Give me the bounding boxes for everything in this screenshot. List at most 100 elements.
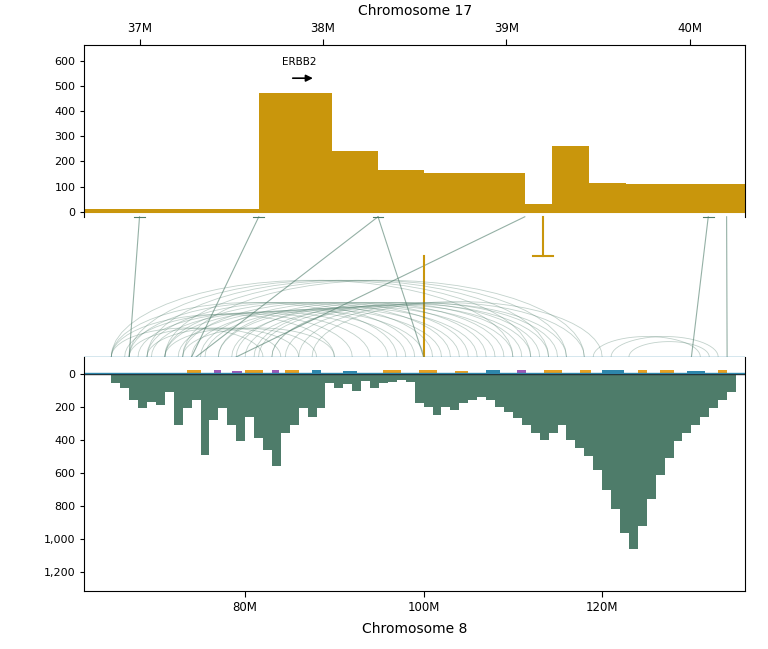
Bar: [259, 93, 332, 212]
Bar: [138, 374, 147, 408]
Text: Chromosome 8: Chromosome 8: [362, 622, 468, 636]
Bar: [589, 183, 626, 212]
Bar: [548, 374, 558, 433]
Bar: [424, 173, 525, 212]
Bar: [84, 209, 259, 212]
Bar: [531, 374, 540, 433]
Bar: [674, 374, 683, 441]
Bar: [486, 374, 495, 400]
Bar: [174, 374, 183, 425]
Bar: [629, 374, 638, 549]
Bar: [353, 374, 361, 391]
Bar: [272, 374, 281, 467]
Bar: [432, 374, 442, 415]
Bar: [513, 374, 521, 418]
Bar: [660, 370, 674, 373]
Bar: [210, 374, 218, 420]
Bar: [326, 374, 334, 383]
Bar: [687, 371, 705, 373]
Bar: [552, 146, 589, 212]
Bar: [312, 370, 321, 373]
Bar: [602, 370, 624, 373]
Bar: [647, 374, 656, 500]
Bar: [316, 374, 326, 408]
Bar: [450, 374, 459, 410]
Bar: [504, 374, 513, 411]
Bar: [455, 371, 468, 373]
Bar: [285, 370, 299, 373]
Bar: [388, 374, 397, 382]
Bar: [710, 374, 718, 408]
Text: ERBB2: ERBB2: [282, 57, 316, 67]
Bar: [424, 374, 432, 407]
Bar: [183, 374, 191, 408]
Bar: [486, 370, 499, 373]
Bar: [459, 374, 468, 403]
Bar: [620, 374, 629, 533]
Bar: [580, 370, 591, 373]
Bar: [584, 374, 593, 456]
Bar: [397, 374, 406, 380]
Bar: [691, 374, 700, 425]
Bar: [361, 374, 370, 381]
Bar: [718, 370, 727, 373]
Bar: [218, 374, 227, 408]
Bar: [626, 184, 745, 212]
Bar: [406, 374, 415, 382]
Bar: [383, 370, 402, 373]
Bar: [664, 374, 674, 458]
Bar: [567, 374, 575, 440]
Bar: [111, 374, 120, 384]
Bar: [521, 374, 531, 425]
Bar: [611, 374, 620, 509]
Bar: [290, 374, 299, 425]
Bar: [378, 170, 424, 212]
Bar: [419, 370, 437, 373]
Bar: [727, 374, 736, 392]
Bar: [343, 374, 353, 384]
Bar: [477, 374, 486, 397]
Bar: [683, 374, 691, 433]
Bar: [370, 374, 379, 387]
Title: Chromosome 17: Chromosome 17: [358, 4, 472, 18]
Bar: [129, 374, 138, 400]
Bar: [593, 374, 602, 470]
Bar: [518, 370, 526, 373]
Bar: [254, 374, 263, 438]
Bar: [495, 374, 504, 407]
Bar: [263, 374, 272, 450]
Bar: [525, 204, 552, 212]
Bar: [379, 374, 388, 384]
Bar: [245, 370, 263, 373]
Bar: [281, 374, 290, 433]
Bar: [656, 374, 664, 474]
Bar: [156, 374, 165, 405]
Bar: [343, 371, 356, 373]
Bar: [602, 374, 611, 489]
Bar: [540, 374, 548, 440]
Bar: [165, 374, 174, 392]
Bar: [308, 374, 316, 417]
Bar: [334, 374, 343, 387]
Bar: [700, 374, 710, 417]
Bar: [214, 370, 221, 373]
Bar: [638, 374, 647, 526]
Bar: [245, 374, 254, 417]
Bar: [468, 374, 477, 400]
Bar: [718, 374, 727, 400]
Bar: [191, 374, 200, 400]
Bar: [232, 371, 243, 373]
Bar: [638, 370, 647, 373]
Bar: [415, 374, 424, 403]
Bar: [227, 374, 237, 425]
Bar: [442, 374, 450, 407]
Bar: [558, 374, 567, 425]
Bar: [332, 151, 378, 212]
Bar: [575, 374, 584, 448]
Bar: [120, 374, 129, 389]
Bar: [237, 374, 245, 441]
Bar: [272, 370, 279, 373]
Bar: [545, 370, 562, 373]
Bar: [299, 374, 308, 408]
Bar: [200, 374, 210, 455]
